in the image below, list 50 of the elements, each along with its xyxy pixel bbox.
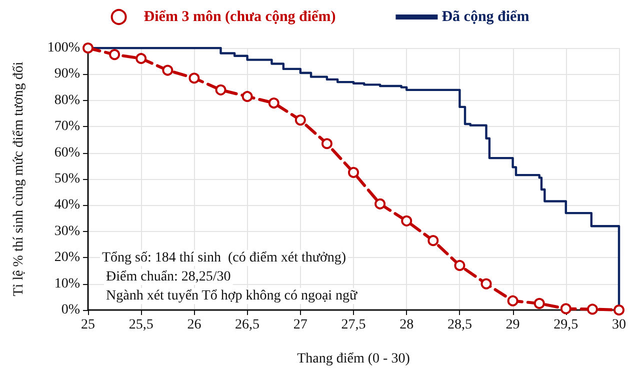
y-tick-label: 90% — [54, 66, 80, 82]
x-tick-label: 27 — [293, 318, 308, 332]
point — [348, 166, 359, 178]
x-tick-label: 30 — [612, 318, 626, 332]
annotation: Ngành xét tuyển Tổ hợp không có ngoại ngữ — [106, 288, 358, 304]
point — [321, 138, 332, 150]
x-tick-label: 27,5 — [341, 318, 366, 332]
point — [294, 114, 306, 126]
y-tick-label: 20% — [54, 250, 80, 266]
x-tick-label: 26,5 — [235, 318, 260, 332]
point — [162, 64, 174, 76]
y-tick-label: 80% — [54, 92, 80, 108]
y-tick-label: 40% — [54, 198, 80, 213]
x-tick-label: 29,5 — [554, 318, 578, 332]
x-tick-label: 25,5 — [128, 318, 154, 332]
point — [614, 304, 624, 316]
point — [534, 298, 545, 309]
y-tick-label: 30% — [54, 224, 80, 239]
point — [136, 52, 147, 64]
x-tick-label: 28 — [400, 318, 414, 332]
point — [82, 42, 94, 54]
x-tick-label: 28,5 — [447, 318, 472, 332]
y-tick-label: 0% — [61, 302, 80, 318]
point — [401, 215, 412, 226]
point — [188, 72, 200, 84]
annotation: Điểm chuẩn: 28,25/30 — [106, 270, 231, 284]
point — [268, 98, 280, 109]
point — [428, 235, 439, 246]
x-tick-label: 25 — [81, 318, 95, 332]
y-tick-label: 70% — [54, 119, 80, 134]
point — [374, 198, 386, 210]
point — [480, 278, 492, 290]
point — [215, 84, 226, 96]
legend-label: Đã cộng điểm — [442, 9, 530, 25]
point — [109, 49, 120, 60]
y-axis-title: Tỉ lệ % thí sinh cùng mức điểm tương đối — [12, 62, 26, 296]
point — [586, 304, 598, 315]
x-tick-label: 29 — [506, 318, 520, 332]
y-tick-label: 100% — [47, 40, 80, 56]
point — [560, 303, 572, 314]
point — [242, 90, 253, 102]
legend-label: Điểm 3 môn (chưa cộng điểm) — [144, 9, 336, 25]
x-axis-title: Thang điểm (0 - 30) — [297, 352, 410, 366]
point — [454, 260, 466, 271]
x-tick-label: 26 — [187, 318, 202, 332]
y-tick-label: 60% — [54, 145, 80, 160]
y-tick-label: 10% — [54, 276, 80, 292]
annotation: Tổng số: 184 thí sinh (có điểm xét thưởng) — [102, 250, 346, 266]
y-tick-label: 50% — [54, 172, 80, 186]
point — [507, 295, 518, 306]
